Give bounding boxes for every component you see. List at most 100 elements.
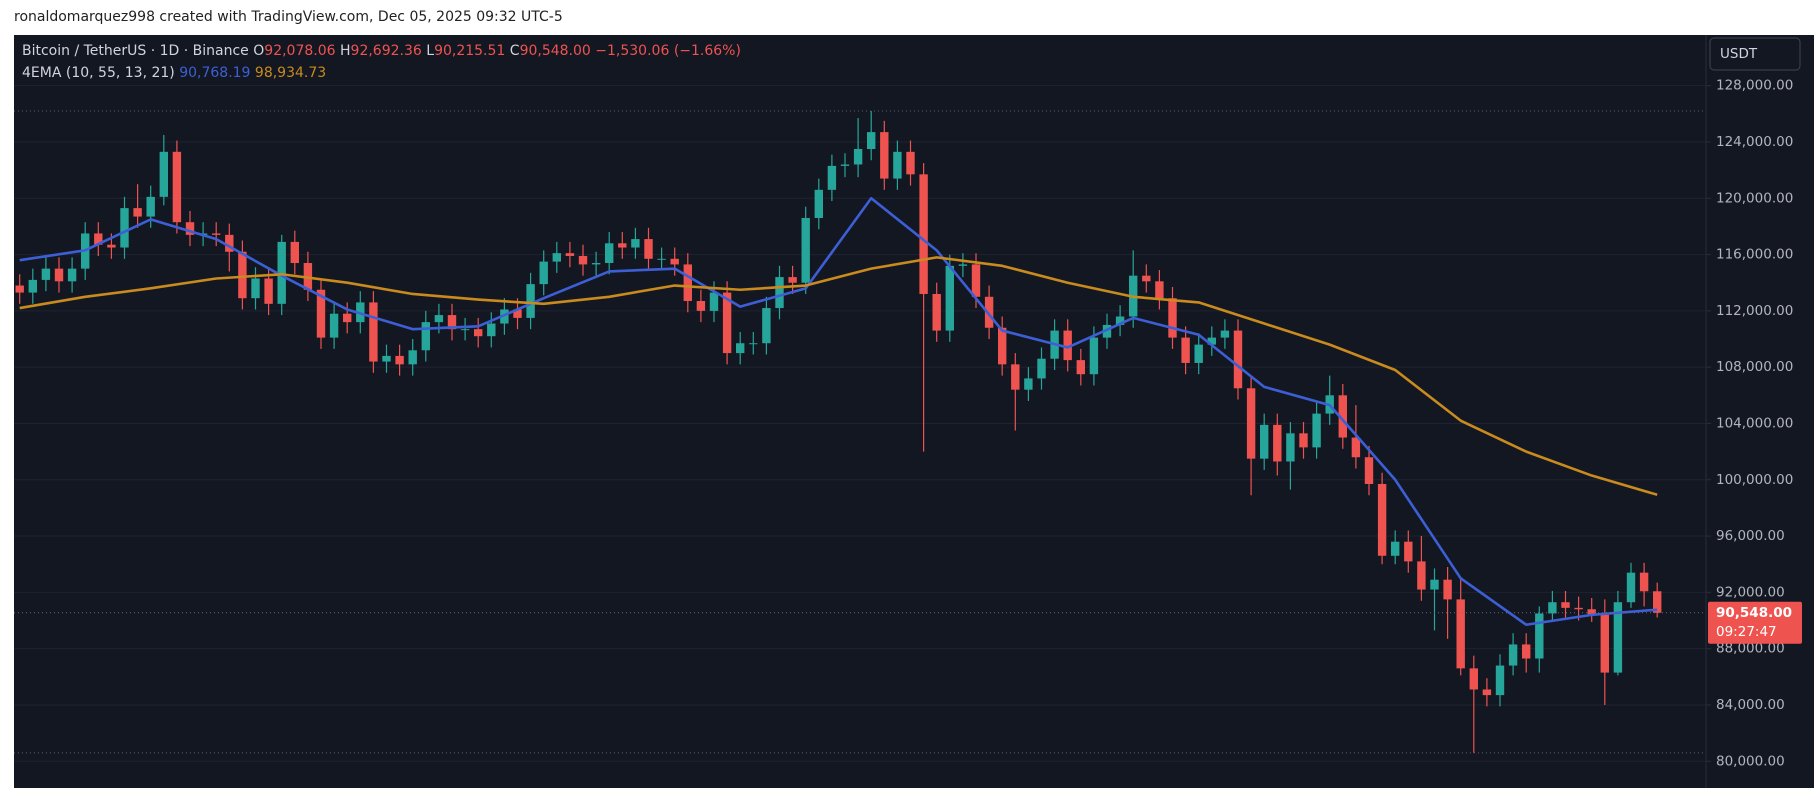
last-price-label: 90,548.00	[1716, 605, 1792, 621]
candle-body	[605, 243, 614, 264]
y-tick-label: 92,000.00	[1716, 584, 1785, 600]
ohlc-value: 92,692.36	[350, 43, 422, 59]
candle-body	[1286, 433, 1295, 462]
ohlc-value: 90,548.00	[519, 43, 591, 59]
candle-body	[1535, 613, 1544, 659]
candle-body	[1338, 395, 1347, 438]
candle-body	[172, 151, 182, 223]
candle-body	[1626, 572, 1636, 603]
candle-body	[1417, 561, 1426, 590]
candle-body	[1037, 358, 1046, 379]
candle-body	[1312, 413, 1321, 448]
candle-body	[696, 301, 706, 311]
chart-background	[14, 35, 1814, 788]
candle-body	[893, 151, 902, 179]
candle-body	[631, 239, 640, 248]
candle-body	[1548, 602, 1557, 614]
candle-body	[67, 268, 77, 282]
y-tick-label: 104,000.00	[1716, 415, 1793, 431]
candle-body	[906, 151, 915, 175]
candle-body	[1495, 665, 1505, 696]
legend: Bitcoin / TetherUS · 1D · Binance O92,07…	[22, 43, 741, 59]
y-tick-label: 84,000.00	[1716, 697, 1785, 713]
candle-body	[788, 277, 797, 283]
candle-body	[395, 355, 404, 365]
candle-body	[971, 264, 981, 297]
candle-body	[1299, 433, 1308, 448]
candle-body	[1430, 579, 1439, 590]
candle-body	[212, 233, 221, 235]
candle-body	[1613, 602, 1623, 673]
candle-body	[41, 268, 51, 280]
candle-body	[329, 313, 339, 338]
candle-body	[1508, 644, 1518, 666]
candle-body	[1233, 330, 1243, 389]
candle-body	[1076, 360, 1085, 375]
header-text: ronaldomarquez998 created with TradingVi…	[14, 9, 563, 25]
candle-body	[984, 296, 994, 328]
candle-body	[1469, 668, 1478, 690]
ohlc-item: O92,078.06	[253, 43, 335, 59]
candle-body	[565, 253, 575, 256]
y-tick-label: 96,000.00	[1716, 528, 1785, 544]
candle-body	[369, 302, 378, 362]
candle-body	[474, 329, 483, 337]
indicator-name: 4EMA (10, 55, 13, 21)	[22, 65, 175, 81]
candle-body	[460, 329, 470, 331]
y-tick-label: 80,000.00	[1716, 753, 1785, 769]
ohlc-prefix: O	[253, 43, 265, 59]
candle-body	[1653, 591, 1662, 613]
candle-body	[1522, 644, 1531, 659]
candle-body	[94, 233, 103, 245]
candle-body	[1273, 424, 1282, 462]
candle-body	[225, 234, 234, 252]
candle-body	[1351, 437, 1361, 458]
candle-body	[1024, 378, 1033, 390]
candle-body	[1142, 275, 1151, 282]
countdown: 09:27:47	[1716, 624, 1777, 640]
header-bar: ronaldomarquez998 created with TradingVi…	[0, 0, 1814, 35]
y-tick-label: 100,000.00	[1716, 472, 1793, 488]
ema-line	[19, 256, 1658, 497]
candle-body	[867, 132, 876, 150]
candle-body	[840, 164, 850, 166]
ohlc-item: C90,548.00	[510, 43, 591, 59]
candle-body	[1482, 689, 1492, 696]
candle-body	[1260, 424, 1269, 459]
y-tick-label: 108,000.00	[1716, 359, 1793, 375]
y-tick-label: 128,000.00	[1716, 78, 1793, 94]
candle-body	[1364, 457, 1374, 484]
y-tick-label: 116,000.00	[1716, 247, 1793, 263]
candle-body	[15, 285, 24, 293]
last-price-tag	[1708, 601, 1802, 644]
candle-body	[251, 278, 260, 299]
candle-body	[487, 323, 496, 337]
candle-body	[1011, 364, 1020, 390]
candle-body	[1181, 337, 1190, 363]
candle-body	[1194, 344, 1203, 363]
y-tick-label: 124,000.00	[1716, 134, 1793, 150]
candle-body	[591, 263, 601, 265]
ema-value: 90,768.19	[179, 65, 251, 81]
candle-body	[1102, 324, 1112, 338]
candle-body	[880, 132, 889, 179]
candle-body	[775, 277, 784, 309]
candle-body	[709, 292, 719, 311]
ohlc-value: 92,078.06	[264, 43, 336, 59]
candle-body	[146, 196, 155, 217]
candle-body	[618, 243, 627, 248]
candle-body	[1391, 541, 1400, 556]
candle-body	[958, 264, 968, 266]
y-tick-label: 112,000.00	[1716, 303, 1793, 319]
candle-body	[1639, 572, 1649, 592]
candle-body	[552, 253, 561, 262]
candle-body	[945, 265, 954, 331]
candle-body	[1443, 579, 1452, 600]
candle-body	[1115, 316, 1125, 325]
change-pct: (−1.66%)	[673, 43, 741, 59]
candle-body	[1063, 330, 1072, 361]
candle-body	[1587, 609, 1596, 615]
candle-body	[1377, 483, 1387, 556]
ohlc-prefix: C	[509, 43, 520, 59]
